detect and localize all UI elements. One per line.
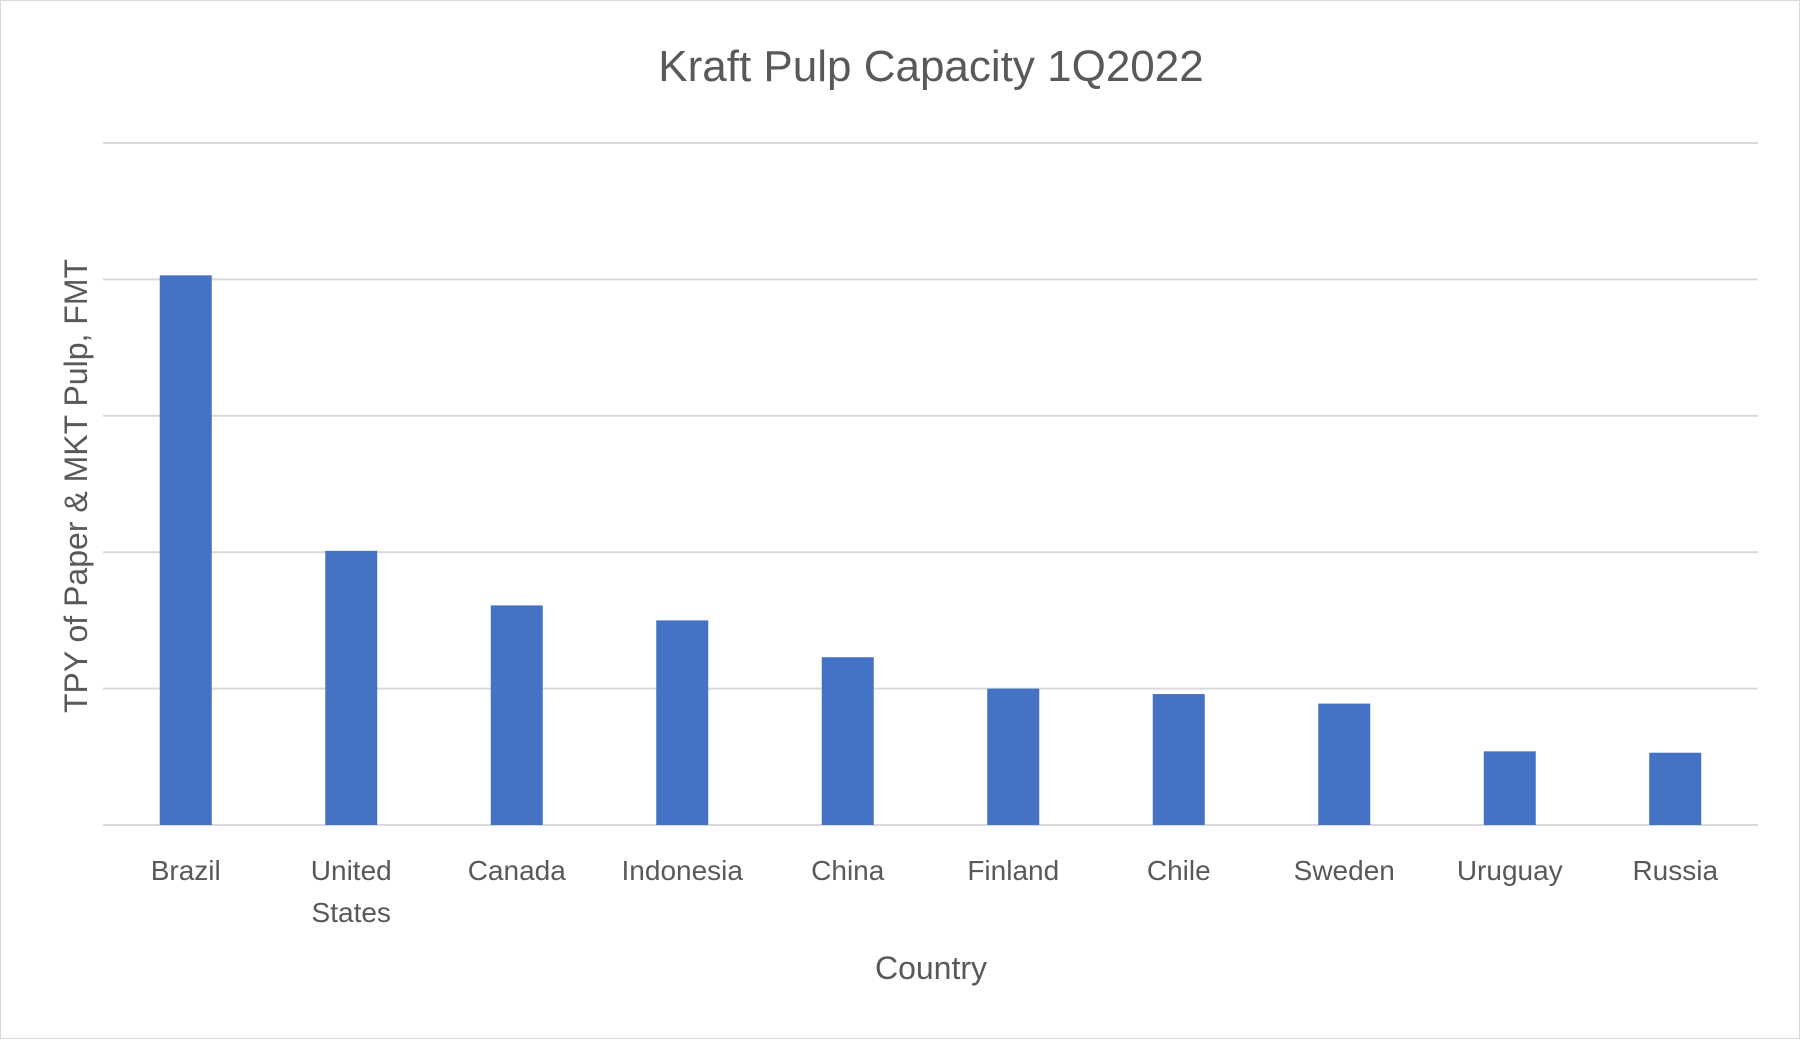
- x-axis-title: Country: [875, 950, 987, 986]
- bar-china: [821, 657, 874, 825]
- x-tick-label: Finland: [967, 855, 1059, 886]
- bar-indonesia: [656, 620, 709, 825]
- x-tick-label: Russia: [1632, 855, 1718, 886]
- bar-uruguay: [1483, 751, 1536, 825]
- x-tick-label: Uruguay: [1457, 855, 1563, 886]
- bar-chile: [1152, 694, 1205, 825]
- x-tick-label: China: [811, 855, 885, 886]
- y-axis-title: TPY of Paper & MKT Pulp, FMT: [58, 259, 94, 713]
- x-tick-label: Indonesia: [622, 855, 744, 886]
- x-tick-label: United States: [311, 855, 392, 928]
- x-tick-label: Chile: [1147, 855, 1211, 886]
- bar-canada: [490, 605, 543, 825]
- bars: [159, 275, 1702, 826]
- x-tick-labels: Brazil United States Canada Indonesia China Fi…: [151, 855, 1719, 928]
- x-tick-label: Sweden: [1294, 855, 1395, 886]
- x-tick-label: Brazil: [151, 855, 221, 886]
- bar-finland: [987, 688, 1040, 825]
- bar-united-states: [325, 550, 378, 825]
- chart-title: Kraft Pulp Capacity 1Q2022: [658, 42, 1203, 91]
- gridlines: [103, 142, 1758, 826]
- x-tick-label: Canada: [468, 855, 567, 886]
- bar-sweden: [1318, 703, 1371, 825]
- bar-brazil: [159, 275, 212, 826]
- bar-russia: [1649, 752, 1702, 825]
